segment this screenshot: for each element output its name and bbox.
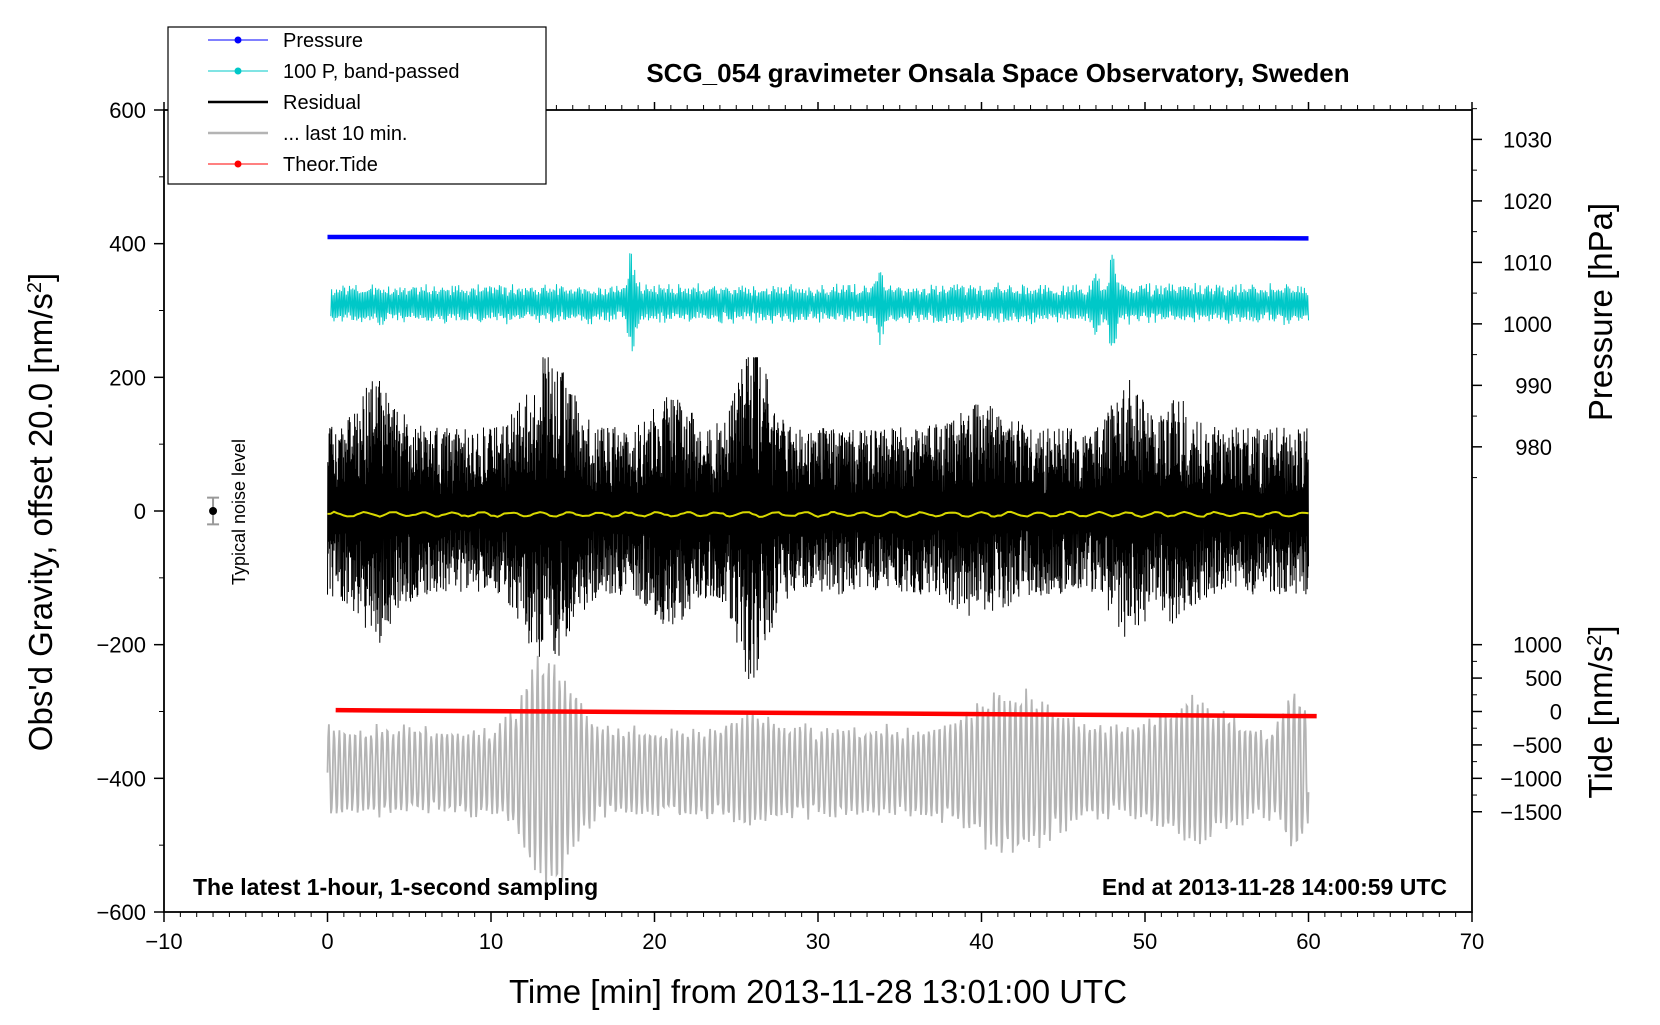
note-left: The latest 1-hour, 1-second sampling xyxy=(193,874,598,900)
y-tick-label: −600 xyxy=(96,900,146,925)
tide-axis-label-text: Tide [nm/s xyxy=(1582,646,1619,799)
chart-title: SCG_054 gravimeter Onsala Space Observat… xyxy=(646,58,1349,88)
legend-label: 100 P, band-passed xyxy=(283,61,459,83)
tide-tick-label: 1000 xyxy=(1513,633,1562,658)
x-tick-label: 50 xyxy=(1133,929,1157,954)
legend-marker xyxy=(234,67,242,75)
y-axis-label-unit: [nm/s xyxy=(22,293,59,374)
y-tick-label: 200 xyxy=(109,365,146,390)
tide-tick-label: −1500 xyxy=(1500,800,1562,825)
y-tick-label: 400 xyxy=(109,232,146,257)
tide-tick-label: −500 xyxy=(1512,733,1562,758)
pressure-tick-label: 1010 xyxy=(1503,250,1552,275)
tide-axis-label-sup: 2 xyxy=(1584,635,1606,646)
note-right: End at 2013-11-28 14:00:59 UTC xyxy=(1102,874,1447,900)
x-axis-label: Time [min] from 2013-11-28 13:01:00 UTC xyxy=(509,973,1127,1010)
y-axis-label-sup: 2 xyxy=(24,282,46,293)
x-tick-label: 70 xyxy=(1460,929,1484,954)
legend: Pressure 100 P, band-passed Residual ... la… xyxy=(167,26,547,185)
legend-box xyxy=(167,26,547,185)
series-line-residual xyxy=(327,357,1309,680)
x-tick-label: 40 xyxy=(969,929,993,954)
legend-label: Pressure xyxy=(283,30,363,52)
noise-marker: Typical noise level xyxy=(207,439,249,585)
x-tick-label: 60 xyxy=(1296,929,1320,954)
y-axis-label-close: ] xyxy=(22,273,59,282)
tide-axis-label-close: ] xyxy=(1582,625,1619,634)
y-tick-label: −400 xyxy=(96,766,146,791)
y-tick-label: 600 xyxy=(109,98,146,123)
x-tick-label: 0 xyxy=(321,929,333,954)
x-tick-label: 10 xyxy=(479,929,503,954)
tide-tick-label: 0 xyxy=(1550,700,1562,725)
x-tick-label: 20 xyxy=(642,929,666,954)
y-axis-label: Obs'd Gravity, offset 20.0 [nm/s2] xyxy=(22,273,59,751)
legend-label: ... last 10 min. xyxy=(283,123,408,145)
series-line-tide xyxy=(335,707,1317,719)
legend-marker xyxy=(234,160,242,168)
pressure-tick-label: 1000 xyxy=(1503,312,1552,337)
pressure-tick-label: 1020 xyxy=(1503,189,1552,214)
x-tick-label: 30 xyxy=(806,929,830,954)
tide-tick-label: −1000 xyxy=(1500,766,1562,791)
series-layer xyxy=(326,234,1317,888)
tick-layer: −10 0 10 20 30 40 50 60 70−600−400−2000200400600… xyxy=(96,98,1562,954)
y-tick-label: 0 xyxy=(134,499,146,524)
legend-label: Theor.Tide xyxy=(283,154,378,176)
pressure-tick-label: 980 xyxy=(1515,435,1552,460)
y-tick-label: −200 xyxy=(96,633,146,658)
x-tick-label: −10 xyxy=(145,929,182,954)
series-line-mean xyxy=(327,510,1309,519)
y-axis-label-text: Obs'd Gravity, offset 20.0 xyxy=(22,383,59,751)
legend-label: Residual xyxy=(283,92,361,114)
pressure-axis-label: Pressure [hPa] xyxy=(1582,203,1619,421)
series-line-pressure xyxy=(327,234,1309,241)
tide-tick-label: 500 xyxy=(1525,666,1562,691)
series-line-band-passed xyxy=(330,253,1309,352)
noise-label: Typical noise level xyxy=(229,439,249,585)
noise-point xyxy=(209,507,218,515)
pressure-tick-label: 1030 xyxy=(1503,127,1552,152)
legend-marker xyxy=(234,36,242,44)
series-line-last-10-min xyxy=(326,655,1310,888)
pressure-tick-label: 990 xyxy=(1515,373,1552,398)
tide-axis-label: Tide [nm/s2] xyxy=(1582,625,1619,798)
